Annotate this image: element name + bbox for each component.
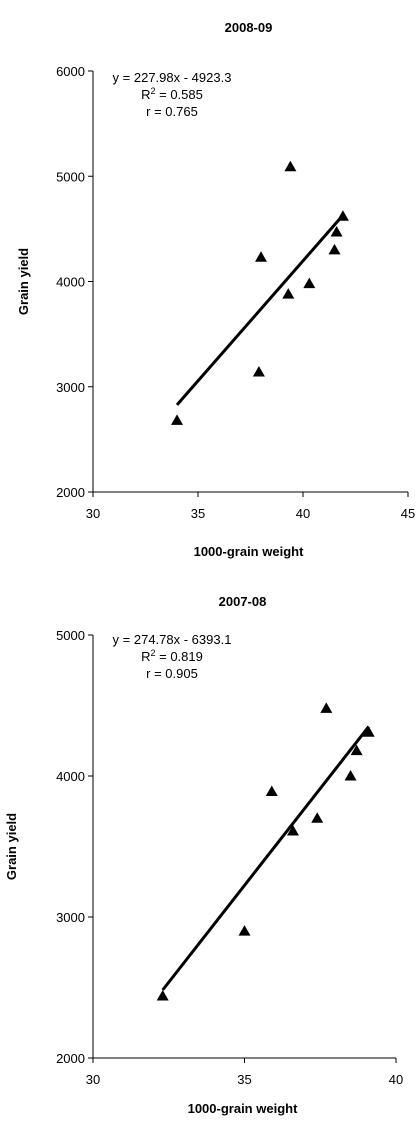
r-squared-superscript: 2 (151, 648, 156, 658)
correlation-text: r = 0.905 (146, 666, 198, 681)
chart-title: 2007-08 (219, 594, 267, 609)
chart-title: 2008-09 (225, 20, 273, 35)
x-tick-label: 40 (296, 506, 310, 521)
trendline-equation: y = 227.98x - 4923.3 (113, 70, 232, 85)
data-point-triangle (286, 824, 299, 836)
y-tick-label: 4000 (56, 769, 85, 784)
y-tick-label: 5000 (56, 169, 85, 184)
data-point-triangle (238, 925, 251, 936)
x-tick-label: 35 (237, 1072, 251, 1087)
x-tick-label: 35 (191, 506, 205, 521)
y-tick-label: 4000 (56, 275, 85, 290)
data-point-triangle (350, 744, 363, 756)
trendline-equation: y = 274.78x - 6393.1 (113, 632, 232, 647)
data-point-triangle (336, 210, 349, 221)
data-point-triangle (255, 251, 267, 262)
x-axis-label: 1000-grain weight (194, 544, 304, 559)
data-point-triangle (156, 989, 169, 1001)
r-squared-prefix: R (141, 649, 150, 664)
data-point-triangle (284, 160, 297, 172)
data-point-triangle (265, 785, 278, 797)
data-point-triangle (311, 812, 324, 823)
data-point-triangle (330, 226, 343, 237)
y-tick-label: 2000 (56, 485, 85, 500)
r-squared-prefix: R (141, 87, 150, 102)
r-squared-superscript: 2 (151, 86, 156, 96)
chart-0: 2008-09 2000 3000 4000 5000 6000 30 35 40 45 1000-… (16, 20, 415, 559)
data-point-triangle (171, 414, 183, 425)
y-axis-label: Grain yield (16, 248, 31, 315)
data-point-triangle (303, 277, 316, 289)
y-tick-label: 6000 (56, 64, 85, 79)
data-point-triangle (282, 288, 295, 299)
y-tick-label: 5000 (56, 628, 85, 643)
trendline (175, 214, 345, 406)
x-tick-label: 45 (401, 506, 415, 521)
data-point-triangle (320, 702, 333, 713)
x-tick-label: 40 (389, 1072, 403, 1087)
y-tick-label: 3000 (56, 380, 85, 395)
data-point-triangle (252, 366, 265, 377)
x-axis-label: 1000-grain weight (188, 1101, 298, 1116)
y-axis-label: Grain yield (4, 813, 19, 880)
trendline (161, 725, 370, 991)
y-tick-label: 3000 (56, 910, 85, 925)
data-point-triangle (328, 243, 341, 255)
r-squared-text: R2 = 0.819 (141, 648, 203, 664)
r-squared-text: R2 = 0.585 (141, 86, 203, 102)
y-tick-label: 2000 (56, 1051, 85, 1066)
chart-1: 2007-08 2000 3000 4000 5000 30 35 40 1000-grain … (4, 594, 403, 1116)
r-squared-value: = 0.585 (156, 87, 203, 102)
r-squared-value: = 0.819 (156, 649, 203, 664)
x-tick-label: 30 (86, 506, 100, 521)
data-point-triangle (362, 726, 375, 737)
correlation-text: r = 0.765 (146, 104, 198, 119)
data-point-triangle (344, 770, 357, 781)
x-tick-label: 30 (86, 1072, 100, 1087)
